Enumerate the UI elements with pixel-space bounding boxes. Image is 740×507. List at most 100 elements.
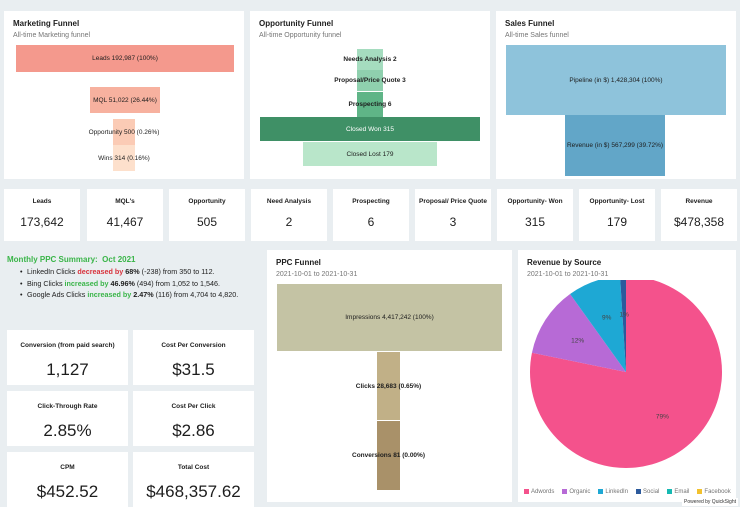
legend-item[interactable]: LinkedIn [598,488,628,495]
metric-card: CPM $452.52 [7,452,128,507]
summary-title: Monthly PPC Summary: Oct 2021 [7,255,136,264]
metric-label: Total Cost [177,464,210,471]
summary-list: LinkedIn Clicks decreased by 68% (-238) … [20,266,250,301]
legend-swatch [598,488,604,494]
pie-slice-organic[interactable] [531,293,626,372]
summary-item-detail: (-238) from 350 to 112. [139,267,215,276]
ppc-summary-card: Monthly PPC Summary: Oct 2021 LinkedIn C… [4,249,258,323]
funnel-stage-needs-analysis[interactable]: Needs Analysis 2 [343,49,397,70]
kpi-value: 173,642 [20,215,64,229]
kpi-label: Leads [32,198,52,205]
revenue-pie-chart[interactable]: 79% 12% 9% 1% [518,280,736,490]
legend-label: Social [643,489,660,495]
summary-item: LinkedIn Clicks decreased by 68% (-238) … [20,266,250,278]
kpi-value: 179 [606,215,628,229]
funnel-stage-pipeline[interactable]: Pipeline (in $) 1,428,304 (100%) [506,45,726,115]
legend-label: Adwords [531,489,555,495]
legend-item[interactable]: Email [667,488,690,495]
summary-item-text: LinkedIn Clicks [27,267,78,276]
kpi-value: 315 [524,215,546,229]
funnel-stage-leads[interactable]: Leads 192,987 (100%) [16,45,234,72]
legend-item[interactable]: Adwords [524,488,555,495]
kpi-card: Opportunity 505 [169,189,245,241]
funnel-stage-proposal[interactable]: Proposal/Price Quote 3 [334,70,406,91]
legend-swatch [562,488,568,494]
card-title: Opportunity Funnel [259,19,334,28]
marketing-funnel-card: Marketing Funnel All-time Marketing funn… [4,11,244,179]
metric-label: Click-Through Rate [37,403,98,410]
funnel-stage-mql[interactable]: MQL 51,022 (26.44%) [90,87,160,113]
summary-change-pct: 2.47% [133,290,154,299]
summary-change-pct: 46.96% [110,278,135,288]
pie-slice-linkedin[interactable] [570,280,626,372]
metric-value: $31.5 [172,360,215,379]
opportunity-funnel-card: Opportunity Funnel All-time Opportunity … [250,11,490,179]
card-title: PPC Funnel [276,258,321,267]
legend-label: Email [674,489,690,495]
metric-label: Conversion (from paid search) [20,342,115,349]
card-title: Marketing Funnel [13,19,80,28]
kpi-value: 41,467 [106,215,144,229]
summary-change-pct: 68% [125,267,140,276]
legend-item[interactable]: Social [636,488,660,495]
pie-data-label: 79% [656,414,669,421]
metric-value: $452.52 [36,482,99,501]
legend-label: Facebook [704,489,731,495]
funnel-stage-closed-lost[interactable]: Closed Lost 179 [303,142,437,166]
kpi-label: Opportunity- Lost [589,198,645,205]
pie-slice-social[interactable] [620,280,626,372]
card-subtitle: All-time Sales funnel [505,32,569,39]
funnel-stage-conversions[interactable]: Conversions 81 (0.00%) [352,421,425,490]
kpi-label: MQL's [115,198,135,205]
metric-value: $468,357.62 [146,482,241,501]
kpi-card: Revenue $478,358 [661,189,737,241]
funnel-stage-revenue[interactable]: Revenue (in $) 567,299 (39.72%) [565,115,665,176]
pie-slice-adwords[interactable] [530,280,722,468]
card-subtitle: All-time Opportunity funnel [259,32,342,39]
kpi-label: Revenue [685,198,713,205]
metric-value: $2.86 [172,421,215,440]
powered-by-quicksight: Powered by QuickSight [682,498,738,506]
legend-swatch [636,488,642,494]
kpi-value: $478,358 [673,215,725,229]
summary-title-text: Monthly PPC Summary: [7,255,98,264]
kpi-card: Need Analysis 2 [251,189,327,241]
metric-value: 1,127 [46,360,89,379]
kpi-label: Proposal/ Price Quote [419,198,487,205]
kpi-value: 2 [285,215,293,229]
metric-card: Click-Through Rate 2.85% [7,391,128,446]
pie-legend: Adwords Organic LinkedIn Social Email Faceboo… [524,488,731,495]
metric-card: Cost Per Conversion $31.5 [133,330,254,385]
funnel-stage-opportunity[interactable]: Opportunity 500 (0.26%) [89,119,159,145]
pie-data-label: 9% [602,315,612,322]
card-subtitle: 2021-10-01 to 2021-10-31 [276,271,358,278]
metric-label: CPM [60,464,75,471]
kpi-card: Opportunity- Lost 179 [579,189,655,241]
kpi-card: Opportunity- Won 315 [497,189,573,241]
legend-item[interactable]: Organic [562,488,590,495]
kpi-card: Leads 173,642 [4,189,80,241]
summary-item-text: Google Ads Clicks [27,290,88,299]
kpi-label: Opportunity- Won [507,198,563,205]
pie-data-label: 12% [571,338,584,345]
metric-card: Cost Per Click $2.86 [133,391,254,446]
summary-item: Bing Clicks increased by 46.96% (494) fr… [20,278,250,290]
legend-item[interactable]: Facebook [697,488,731,495]
summary-item-detail: (494) from 1,052 to 1,546. [134,278,220,288]
revenue-by-source-card: Revenue by Source 2021-10-01 to 2021-10-… [518,250,736,502]
kpi-card: Proposal/ Price Quote 3 [415,189,491,241]
funnel-stage-clicks[interactable]: Clicks 28,683 (0.65%) [356,352,421,420]
funnel-stage-wins[interactable]: Wins 314 (0.16%) [98,145,150,171]
legend-swatch [524,488,529,494]
kpi-value: 505 [196,215,218,229]
summary-change-word: increased by [87,290,132,299]
funnel-stage-impressions[interactable]: Impressions 4,417,242 (100%) [277,284,502,351]
legend-swatch [697,488,703,494]
metric-card: Conversion (from paid search) 1,127 [7,330,128,385]
funnel-stage-closed-won[interactable]: Closed Won 315 [260,117,480,141]
funnel-stage-prospecting[interactable]: Prospecting 6 [349,92,392,117]
summary-item-text: Bing Clicks [27,278,65,288]
sales-funnel-card: Sales Funnel All-time Sales funnel Pipel… [496,11,736,179]
kpi-card: MQL's 41,467 [87,189,163,241]
summary-item-detail: (116) from 4,704 to 4,820. [153,290,239,299]
